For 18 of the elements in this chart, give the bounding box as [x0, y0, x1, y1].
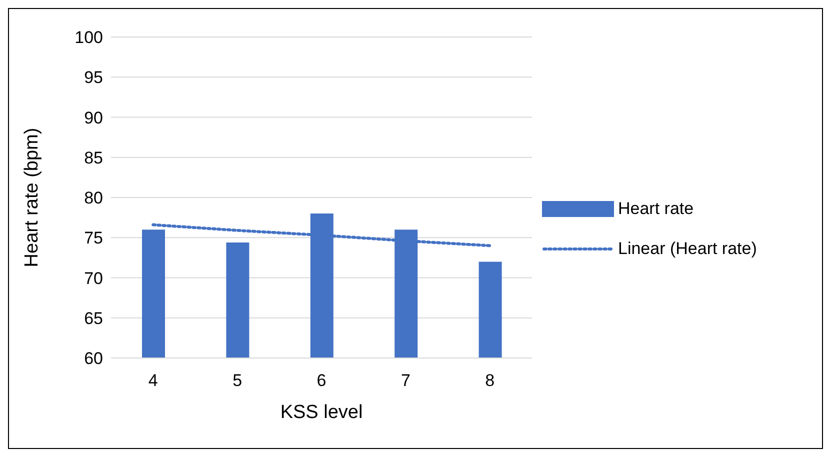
y-axis-title: Heart rate (bpm): [22, 128, 43, 268]
y-tick-label: 100: [74, 28, 103, 48]
x-tick-label: 7: [400, 371, 410, 390]
y-tick-label: 90: [84, 108, 103, 128]
y-tick-label: 80: [84, 188, 103, 208]
x-tick-label: 8: [485, 371, 495, 390]
y-tick-label: 75: [84, 228, 103, 248]
y-tick-label: 65: [84, 308, 103, 328]
x-tick-label: 4: [148, 371, 158, 390]
x-tick-label: 5: [232, 371, 242, 390]
y-tick-label: 60: [84, 349, 103, 368]
x-tick-label: 6: [316, 371, 326, 390]
y-tick-label: 85: [84, 148, 103, 168]
legend-label: Linear (Heart rate): [618, 238, 757, 258]
y-tick-label: 95: [84, 68, 103, 88]
x-axis-title: KSS level: [280, 402, 363, 423]
legend-label: Heart rate: [618, 198, 694, 218]
y-tick-label: 70: [84, 268, 103, 288]
